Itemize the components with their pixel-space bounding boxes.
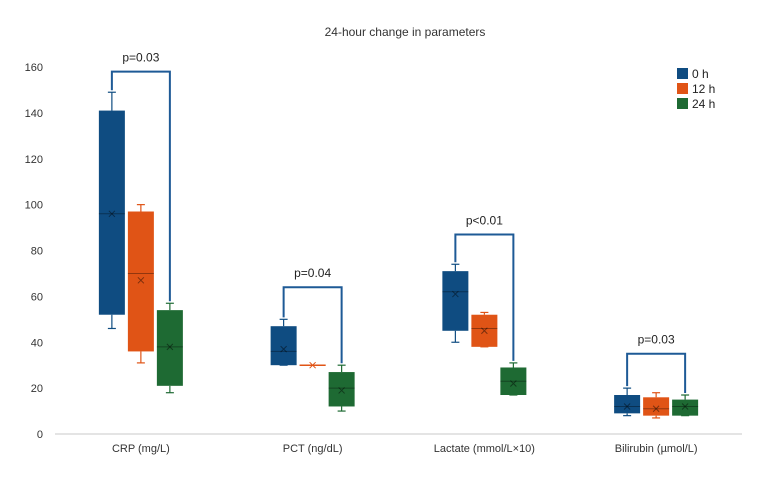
y-tick-label: 140 [25,108,43,120]
category-label: Bilirubin (µmol/L) [615,443,698,455]
mean-marker [623,403,631,410]
box-body [672,399,699,416]
significance-bracket: p=0.04 [282,266,343,364]
box-body [156,310,183,386]
bracket-line [626,352,687,394]
box-body [614,395,641,414]
mean-marker [280,345,287,353]
y-tick-label: 60 [31,291,43,303]
bracket-line [110,70,171,302]
y-tick-label: 80 [31,246,43,258]
chart-title: 24-hour change in parameters [325,25,486,39]
box-0h-1 [270,318,297,366]
box-0h-0 [98,91,125,330]
legend-label: 24 h [692,97,715,111]
legend-label: 12 h [692,82,715,96]
annotations: p=0.03 p=0.04 p<0.01 p=0.03 [110,51,687,394]
box-12h-1 [299,361,326,369]
legend: 0 h12 h24 h [677,67,715,111]
box-24h-2 [500,362,527,396]
box-body [643,397,670,416]
mean-marker [137,276,145,284]
bracket-line [282,286,343,364]
box-body [328,372,355,407]
box-body [500,367,527,396]
box-0h-3 [614,387,641,417]
mean-marker [481,327,488,335]
y-tick-label: 0 [37,429,43,441]
legend-swatch [677,98,688,109]
box-24h-0 [156,302,183,394]
category-label: Lactate (mmol/L×10) [434,443,535,455]
box-12h-3 [643,392,670,419]
y-tick-label: 160 [25,62,43,74]
legend-swatch [677,68,688,79]
box-body [270,326,297,366]
mean-marker [510,380,517,387]
legend-swatch [677,83,688,94]
y-tick-label: 120 [25,154,43,166]
mean-marker [108,210,116,218]
mean-marker [652,405,660,413]
category-label: CRP (mg/L) [112,443,170,455]
mean-marker [452,290,459,298]
y-tick-label: 100 [25,200,43,212]
box-body [471,314,498,347]
box-body [98,110,125,315]
bracket-line [454,233,515,361]
p-value-label: p<0.01 [466,213,503,227]
mean-marker [309,361,316,369]
box-24h-3 [672,394,699,417]
y-tick-label: 40 [31,337,43,349]
significance-bracket: p=0.03 [626,333,687,394]
axes: 0 20 40 60 80 100 120 140 160 CRP (mg/L) PCT (ng/d… [25,62,742,455]
category-label: PCT (ng/dL) [283,443,343,455]
box-body [442,271,469,331]
box-12h-2 [471,311,498,348]
p-value-label: p=0.04 [294,266,331,280]
p-value-label: p=0.03 [638,333,675,347]
legend-label: 0 h [692,67,709,81]
box-12h-0 [127,204,154,364]
plot-area [98,91,699,419]
y-tick-label: 20 [31,383,43,395]
mean-marker [338,387,345,394]
box-0h-2 [442,263,469,343]
box-body [127,211,154,352]
mean-marker [681,403,689,410]
mean-marker [166,343,174,351]
significance-bracket: p<0.01 [454,213,515,361]
significance-bracket: p=0.03 [110,51,171,302]
p-value-label: p=0.03 [122,51,159,65]
box-24h-1 [328,364,355,412]
